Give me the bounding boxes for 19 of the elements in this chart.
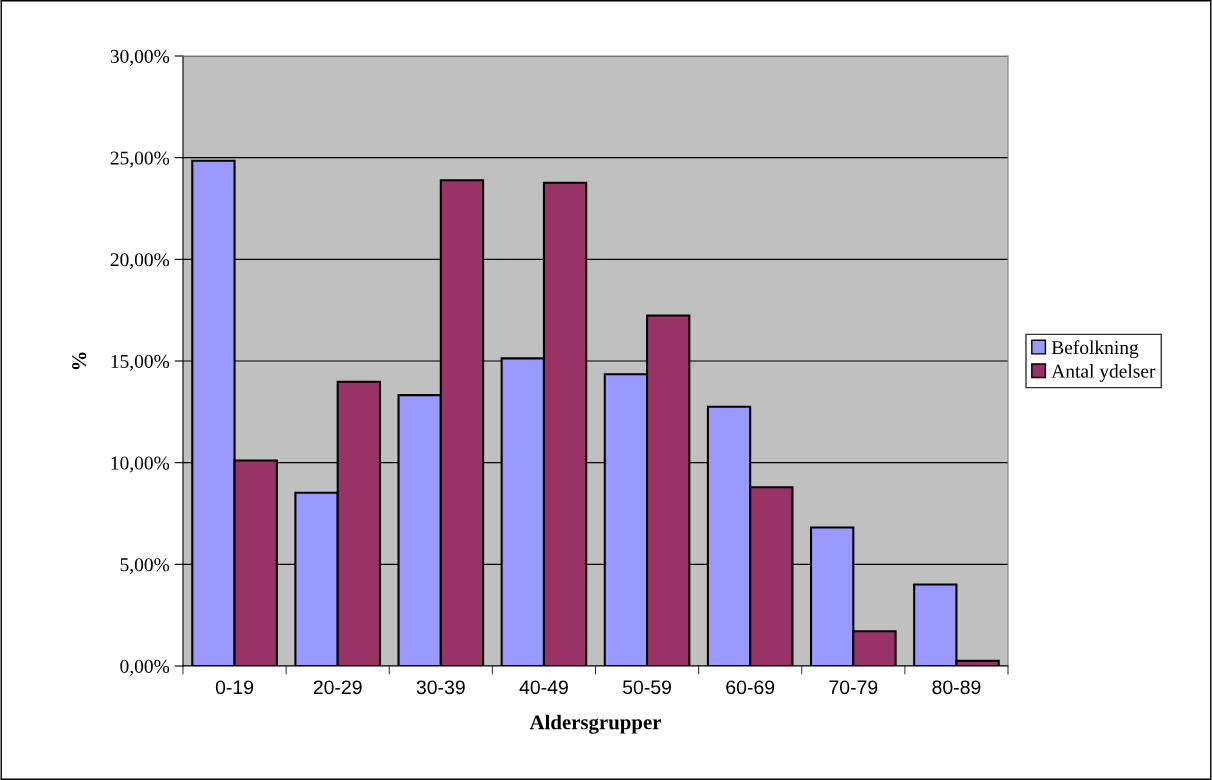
- x-tick-label: 60-69: [726, 680, 775, 695]
- x-tick-label: 0-19: [215, 680, 254, 695]
- x-tick-label: 70-79: [829, 680, 878, 695]
- y-tick-label: 25,00%: [110, 151, 170, 168]
- x-tick-label: 80-89: [932, 680, 981, 695]
- x-tick-label: 40-49: [519, 680, 568, 695]
- x-tick-label: 50-59: [622, 680, 672, 695]
- legend-label: Befolkning: [1051, 340, 1139, 359]
- y-tick-label: 20,00%: [110, 253, 170, 270]
- y-tick-label: 15,00%: [111, 354, 170, 371]
- x-tick-label: 30-39: [416, 680, 465, 695]
- x-tick-label: 20-29: [313, 680, 362, 695]
- y-tick-label: 30,00%: [110, 49, 170, 66]
- y-axis-title: %: [72, 352, 87, 370]
- y-tick-label: 0,00%: [120, 659, 170, 676]
- x-axis-title: Aldersgrupper: [529, 714, 662, 734]
- y-tick-label: 5,00%: [120, 558, 170, 575]
- y-tick-label: 10,00%: [111, 456, 170, 473]
- legend-label: Antal ydelser: [1051, 364, 1156, 382]
